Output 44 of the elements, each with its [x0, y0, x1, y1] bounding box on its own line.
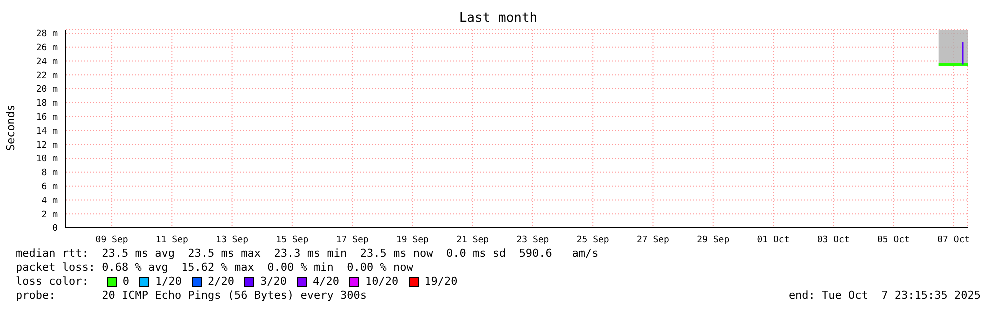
x-tick-label: 19 Sep [396, 235, 429, 246]
x-tick-label: 01 Oct [757, 235, 790, 246]
y-tick-label: 12 m [36, 140, 58, 151]
x-tick-label: 25 Sep [576, 235, 610, 246]
y-tick-label: 22 m [36, 71, 58, 82]
x-tick-label: 15 Sep [276, 235, 309, 246]
x-tick-label: 07 Oct [938, 235, 970, 246]
y-tick-label: 8 m [42, 168, 58, 179]
y-axis-title: Seconds [4, 104, 18, 152]
x-tick-label: 05 Oct [878, 235, 910, 246]
legend-label: 10/20 [365, 275, 399, 289]
legend-label: 1/20 [155, 275, 182, 289]
y-tick-label: 16 m [36, 113, 58, 124]
text: end: Tue Oct 7 23:15:35 2025 [788, 289, 981, 303]
x-tick-label: 29 Sep [697, 235, 730, 246]
text: packet loss: 0.68 % avg 15.62 % max 0.00 % min 0.00 % now [16, 261, 414, 275]
x-tick-label: 17 Sep [336, 235, 369, 246]
x-tick-label: 23 Sep [516, 235, 550, 246]
chart-title: Last month [458, 11, 539, 26]
legend-label: 3/20 [260, 275, 287, 289]
x-tick-label: 13 Sep [216, 235, 249, 246]
legend-title: loss color: [16, 275, 89, 289]
legend-label: 4/20 [312, 275, 340, 289]
y-tick-label: 6 m [42, 182, 58, 193]
y-tick-label: 28 m [36, 30, 58, 40]
y-tick-label: 14 m [36, 126, 58, 137]
text: median rtt: 23.5 ms avg 23.5 ms max 23.3 ms min 23.5 ms now 0.0 ms sd 590.6 am/s [16, 247, 599, 261]
x-tick-label: 21 Sep [456, 235, 490, 246]
x-tick-label: 27 Sep [636, 235, 670, 246]
y-tick-label: 24 m [36, 57, 58, 68]
y-tick-label: 18 m [36, 99, 58, 110]
y-tick-label: 26 m [36, 44, 58, 54]
y-tick-label: 0 [52, 224, 58, 234]
text: probe: 20 ICMP Echo Pings (56 Bytes) every 300s [16, 289, 368, 303]
y-tick-label: 20 m [36, 85, 58, 96]
legend-label: 2/20 [208, 275, 234, 289]
legend-label: 0 [122, 275, 130, 289]
y-tick-label: 4 m [42, 196, 58, 206]
x-tick-label: 11 Sep [156, 235, 188, 246]
legend-label: 19/20 [424, 275, 458, 289]
x-tick-label: 09 Sep [96, 235, 128, 246]
y-tick-label: 10 m [36, 154, 58, 165]
y-tick-label: 2 m [42, 210, 58, 220]
x-tick-label: 03 Oct [817, 235, 850, 246]
